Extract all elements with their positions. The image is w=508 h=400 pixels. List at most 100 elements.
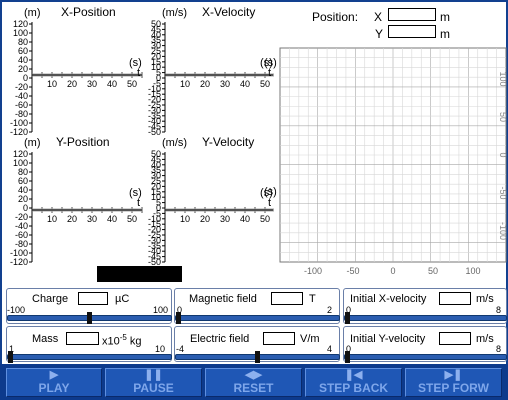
axis-tick-label: -45: [148, 252, 161, 262]
axis-tick-label: 45: [151, 154, 161, 164]
axis-tick-label: 0: [156, 73, 161, 83]
step-back-icon: ❚◀: [344, 369, 363, 381]
mass-unit: x10-5 kg: [102, 333, 142, 348]
step-forward-button-label: STEP FORW: [418, 381, 489, 395]
mass-min: 1: [9, 344, 15, 354]
axis-tick-label: -40: [15, 221, 28, 231]
axis-tick-label: -30: [148, 105, 161, 115]
initial-y-velocity-slider-knob[interactable]: [345, 351, 350, 363]
plane-y-tick-label: -50: [498, 186, 508, 199]
charge-slider[interactable]: [7, 312, 172, 324]
initial-y-velocity-slider[interactable]: [344, 351, 507, 363]
x-velocity-time-unit: (s): [260, 57, 273, 69]
axis-tick-label: -35: [148, 241, 161, 251]
step-forward-button[interactable]: ▶❚ STEP FORW: [405, 368, 502, 397]
axis-tick-label: 100: [13, 158, 28, 168]
initial-y-velocity-max: 8: [496, 344, 502, 354]
step-forward-icon: ▶❚: [444, 369, 463, 381]
time-tick-label: 10: [180, 214, 190, 224]
plane-x-tick-label: -100: [304, 266, 322, 276]
y-velocity-time-label: t: [268, 197, 271, 209]
mass-max: 10: [155, 344, 166, 354]
magnetic-field-field[interactable]: [271, 292, 303, 305]
plane-y-tick-label: 0: [498, 152, 508, 157]
axis-tick-label: 15: [151, 187, 161, 197]
plane-y-tick-label: -100: [498, 222, 508, 240]
pause-button[interactable]: ❚❚ PAUSE: [105, 368, 202, 397]
plane-x-tick-label: 100: [465, 266, 480, 276]
charge-field[interactable]: [78, 292, 108, 305]
axis-tick-label: 40: [18, 55, 28, 65]
axis-tick-label: -30: [148, 235, 161, 245]
axis-tick-label: 100: [13, 28, 28, 38]
y-position-unit: (m): [24, 137, 41, 149]
axis-tick-label: -45: [148, 122, 161, 132]
axis-tick-label: -10: [148, 84, 161, 94]
axis-tick-label: 40: [151, 30, 161, 40]
magnetic-field-slider-knob[interactable]: [176, 312, 181, 324]
time-tick-label: 10: [47, 214, 57, 224]
time-tick-label: 20: [200, 214, 210, 224]
initial-y-velocity-unit: m/s: [476, 333, 494, 345]
charge-unit: µC: [115, 293, 130, 305]
axis-tick-label: 10: [151, 62, 161, 72]
magnetic-field-max: 2: [327, 305, 333, 315]
electric-field-field[interactable]: [263, 332, 295, 345]
initial-y-velocity-min: 0: [346, 344, 352, 354]
time-tick-label: 50: [127, 79, 137, 89]
initial-y-velocity-field[interactable]: [439, 332, 471, 345]
charge-label: Charge: [32, 293, 69, 305]
reset-button[interactable]: ◀▶ RESET: [205, 368, 302, 397]
axis-tick-label: 80: [18, 37, 28, 47]
x-position-time-label: t: [137, 67, 140, 79]
axis-tick-label: 0: [23, 73, 28, 83]
axis-tick-label: 30: [151, 171, 161, 181]
time-tick-label: 10: [180, 79, 190, 89]
electric-field-unit: V/m: [300, 333, 320, 345]
charge-slider-knob[interactable]: [87, 312, 92, 324]
play-button[interactable]: ▶ PLAY: [6, 368, 102, 397]
plane-axis-label-bottom: (s): [264, 186, 277, 198]
initial-x-velocity-field[interactable]: [439, 292, 471, 305]
axis-tick-label: -15: [148, 219, 161, 229]
x-velocity-graph: (m/s) X-Velocity (s) t 50454035302520151…: [148, 5, 274, 137]
magnetic-field-slider[interactable]: [175, 312, 340, 324]
axis-tick-label: -120: [10, 257, 28, 267]
axis-tick-label: -10: [148, 214, 161, 224]
axis-tick-label: -120: [10, 127, 28, 137]
mass-slider-knob[interactable]: [8, 351, 13, 363]
plane-x-tick-label: 50: [428, 266, 438, 276]
electric-field-slider[interactable]: [175, 351, 340, 363]
y-velocity-title: Y-Velocity: [202, 135, 254, 149]
axis-tick-label: 30: [151, 41, 161, 51]
axis-tick-label: 50: [151, 149, 161, 159]
axis-tick-label: 45: [151, 24, 161, 34]
initial-y-velocity-label: Initial Y-velocity: [350, 333, 426, 345]
time-tick-label: 50: [127, 214, 137, 224]
axis-tick-label: 5: [156, 68, 161, 78]
initial-x-velocity-slider[interactable]: [344, 312, 507, 324]
axis-tick-label: -50: [148, 257, 161, 267]
mass-slider[interactable]: [7, 351, 172, 363]
electric-field-max: 4: [327, 344, 333, 354]
reset-button-label: RESET: [233, 381, 274, 395]
step-back-button[interactable]: ❚◀ STEP BACK: [305, 368, 402, 397]
position-y-field[interactable]: [388, 25, 436, 38]
initial-x-velocity-slider-knob[interactable]: [345, 312, 350, 324]
axis-tick-label: 20: [18, 194, 28, 204]
electric-field-slider-knob[interactable]: [255, 351, 260, 363]
x-position-title: X-Position: [61, 5, 116, 19]
axis-tick-label: -25: [148, 230, 161, 240]
axis-tick-label: -20: [148, 225, 161, 235]
time-tick-label: 40: [240, 79, 250, 89]
axis-tick-label: 25: [151, 46, 161, 56]
mass-field[interactable]: [66, 332, 99, 345]
status-bar: [97, 266, 182, 282]
axis-tick-label: 40: [18, 185, 28, 195]
axis-tick-label: 35: [151, 165, 161, 175]
electric-field-label: Electric field: [190, 333, 250, 345]
axis-tick-label: -20: [15, 82, 28, 92]
charge-max: 100: [153, 305, 169, 315]
x-position-unit: (m): [24, 7, 41, 19]
position-x-field[interactable]: [388, 8, 436, 21]
